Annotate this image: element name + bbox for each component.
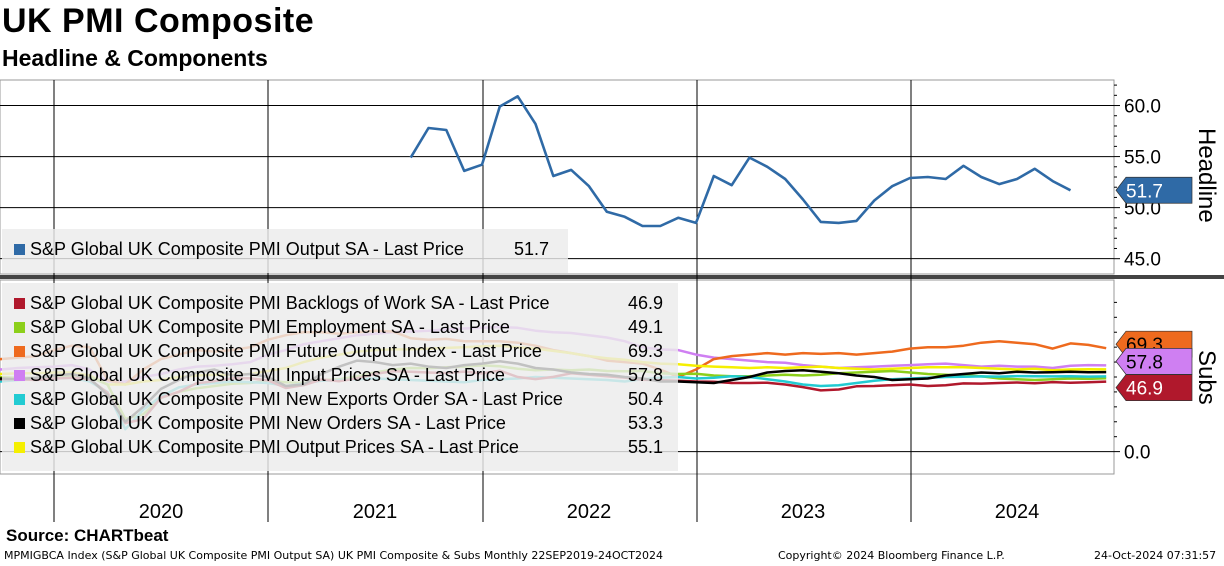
legend-entry-headline: S&P Global UK Composite PMI Output SA - … bbox=[2, 239, 568, 261]
subs-value-tag-input: 57.8 bbox=[1115, 348, 1193, 375]
x-axis-year-label: 2020 bbox=[139, 501, 184, 523]
legend-swatch bbox=[14, 442, 25, 453]
headline-tick-label: 50.0 bbox=[1124, 199, 1161, 220]
x-axis-year-label: 2023 bbox=[781, 501, 826, 523]
headline-tick-label: 60.0 bbox=[1124, 97, 1161, 118]
headline-legend: S&P Global UK Composite PMI Output SA - … bbox=[2, 229, 568, 273]
headline-last-value-tag-shape bbox=[1115, 176, 1193, 204]
subs-value-tag-input-label: 57.8 bbox=[1126, 352, 1163, 373]
legend-entry-future: S&P Global UK Composite PMI Future Outpu… bbox=[2, 341, 678, 363]
x-axis-year-label: 2022 bbox=[567, 501, 612, 523]
legend-label: S&P Global UK Composite PMI Input Prices… bbox=[30, 365, 505, 385]
headline-tick-label: 55.0 bbox=[1124, 148, 1161, 169]
legend-label: S&P Global UK Composite PMI New Exports … bbox=[30, 389, 563, 409]
footer-copyright: Copyright© 2024 Bloomberg Finance L.P. bbox=[778, 549, 1005, 562]
legend-label: S&P Global UK Composite PMI New Orders S… bbox=[30, 413, 506, 433]
legend-swatch bbox=[14, 370, 25, 381]
subs-value-tag-backlogs-shape bbox=[1115, 374, 1193, 401]
x-axis-year-label: 2021 bbox=[353, 501, 398, 523]
legend-swatch bbox=[14, 418, 25, 429]
legend-swatch bbox=[14, 298, 25, 309]
legend-value: 69.3 bbox=[628, 341, 664, 361]
legend-label: S&P Global UK Composite PMI Output SA - … bbox=[30, 239, 464, 259]
legend-label: S&P Global UK Composite PMI Backlogs of … bbox=[30, 293, 550, 313]
footer-index-description: MPMIGBCA Index (S&P Global UK Composite … bbox=[4, 549, 664, 562]
headline-axis-title: Headline bbox=[1193, 128, 1220, 223]
chart-subtitle: Headline & Components bbox=[2, 45, 268, 71]
subs-value-tag-backlogs-label: 46.9 bbox=[1126, 379, 1163, 400]
subs-axis-title: Subs bbox=[1193, 350, 1220, 405]
legend-swatch bbox=[14, 322, 25, 333]
legend-value: 46.9 bbox=[628, 293, 664, 313]
subs-value-tag-input-shape bbox=[1115, 348, 1193, 375]
legend-value: 50.4 bbox=[628, 389, 664, 409]
legend-swatch bbox=[14, 244, 25, 255]
footer-timestamp: 24-Oct-2024 07:31:57 bbox=[1094, 549, 1217, 562]
legend-entry-outputprices: S&P Global UK Composite PMI Output Price… bbox=[2, 437, 678, 459]
legend-label: S&P Global UK Composite PMI Future Outpu… bbox=[30, 341, 542, 361]
legend-value: 51.7 bbox=[514, 239, 550, 259]
subs-legend: S&P Global UK Composite PMI Backlogs of … bbox=[2, 283, 678, 471]
legend-label: S&P Global UK Composite PMI Employment S… bbox=[30, 317, 510, 337]
legend-entry-exports: S&P Global UK Composite PMI New Exports … bbox=[2, 389, 678, 411]
legend-value: 53.3 bbox=[628, 413, 664, 433]
source-note: Source: CHARTbeat bbox=[6, 526, 169, 545]
legend-value: 55.1 bbox=[628, 437, 664, 457]
headline-last-value-tag-label: 51.7 bbox=[1126, 181, 1163, 202]
legend-value: 57.8 bbox=[628, 365, 664, 385]
subs-tick-label: 0.0 bbox=[1124, 443, 1150, 464]
subs-value-tag-backlogs: 46.9 bbox=[1115, 374, 1193, 401]
legend-label: S&P Global UK Composite PMI Output Price… bbox=[30, 437, 519, 457]
legend-swatch bbox=[14, 394, 25, 405]
legend-entry-neworders: S&P Global UK Composite PMI New Orders S… bbox=[2, 413, 678, 435]
legend-entry-employment: S&P Global UK Composite PMI Employment S… bbox=[2, 317, 678, 339]
chart-title: UK PMI Composite bbox=[2, 2, 315, 40]
headline-tick-label: 45.0 bbox=[1124, 250, 1161, 271]
x-axis-year-label: 2024 bbox=[995, 501, 1040, 523]
legend-swatch bbox=[14, 346, 25, 357]
legend-entry-backlogs: S&P Global UK Composite PMI Backlogs of … bbox=[2, 293, 678, 315]
legend-value: 49.1 bbox=[628, 317, 664, 337]
headline-series-line bbox=[409, 95, 1072, 228]
legend-entry-input: S&P Global UK Composite PMI Input Prices… bbox=[2, 365, 678, 387]
headline-last-value-tag: 51.7 bbox=[1115, 176, 1193, 204]
